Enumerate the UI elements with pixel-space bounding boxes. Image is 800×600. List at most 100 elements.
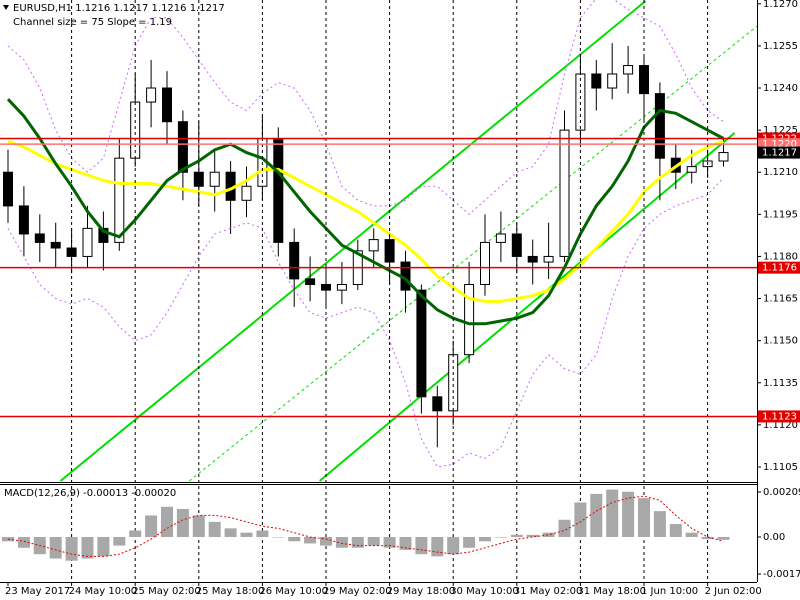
x-tick-label: 26 May 10:00 [259,586,328,597]
macd-bar [542,532,555,537]
macd-bar [192,515,205,537]
y-tick-label: 1.1240 [763,83,798,94]
candle-body [50,241,61,249]
y-tick-label: 1.1195 [763,209,798,220]
macd-bar [161,506,173,537]
candle-body [511,233,522,257]
candle-body [464,284,475,356]
y-tick-label: -0.00172 [763,569,800,580]
x-tick-label: 2 Jun 02:00 [705,586,762,597]
macd-bar [431,536,444,557]
macd-bar [208,521,221,537]
candle-body [543,255,554,263]
candle-body [654,93,665,159]
indicator-line [7,0,724,215]
candle-body [591,73,602,89]
macd-bar [224,528,237,537]
candle-body [34,233,45,243]
level-label-bg [758,410,800,423]
macd-bar [447,536,460,555]
macd-bar [129,530,142,537]
macd-bar [510,534,523,537]
indicator-line [7,177,724,468]
level-label: 1.1123 [762,411,797,422]
macd-bar [399,536,412,550]
x-tick-label: 31 May 02:00 [514,586,583,597]
x-tick-label: 29 May 18:00 [387,586,456,597]
macd-bar [367,536,380,546]
level-label: 1.1176 [762,263,797,274]
y-tick-label: 1.1270 [763,0,798,10]
candle-body [177,121,188,173]
candle-body [368,239,379,252]
level-label-bg [758,261,800,274]
macd-bar [606,489,619,537]
x-tick-label: 29 May 02:00 [323,586,392,597]
candle-body [3,171,13,207]
y-tick-label: 1.1210 [763,167,798,178]
y-tick-label: 0.00209 [763,487,800,498]
candle-body [686,166,697,173]
candle-body [209,171,220,187]
signal-line [7,495,724,557]
x-tick-label: 30 May 10:00 [450,586,519,597]
candle-body [162,87,172,123]
channel-line [318,132,736,482]
x-tick-label: 25 May 02:00 [132,586,201,597]
macd-title: MACD(12,26,9) -0.00013 -0.00020 [4,488,176,499]
chart-subtitle: Channel size = 75 Slope = 1.19 [13,17,172,28]
macd-bar [526,534,539,537]
macd-bar [558,519,571,537]
macd-bar [463,536,476,548]
macd-bar [320,536,332,546]
macd-pane [2,489,730,561]
candle-body [18,205,29,235]
x-tick-label: 25 May 18:00 [196,586,265,597]
macd-bar [351,536,364,548]
macd-bar [622,491,635,537]
macd-bar [479,536,491,542]
macd-bar [256,530,269,537]
macd-bar [113,536,126,546]
channel-line [59,0,647,482]
candle-body [114,157,125,243]
candle-body [82,227,93,257]
macd-bar [49,536,62,559]
last-price-label: 1.1217 [762,148,797,159]
macd-bar [97,536,110,557]
macd-bar [494,536,507,538]
macd-bar [304,536,317,544]
macd-bar [590,493,603,537]
macd-bar [240,532,253,537]
y-tick-label: 1.1105 [763,462,798,473]
candle-body [527,255,538,263]
macd-bar [335,536,348,548]
y-tick-label: 1.1120 [763,420,798,431]
candle-body [495,233,506,243]
macd-bar [176,508,189,537]
chart-title: EURUSD,H1 1.1216 1.1217 1.1216 1.1217 [13,3,225,14]
x-tick-label: 31 May 18:00 [577,586,646,597]
candle-body [623,65,634,75]
candle-body [336,284,347,291]
y-tick-label: 1.1255 [763,41,798,52]
last-price-bg [758,146,800,159]
macd-bar [685,532,698,537]
macd-bar [653,511,666,537]
candle-body [146,87,157,103]
candle-body [559,129,570,257]
candle-body [718,152,729,162]
candle-body [289,241,300,280]
macd-bar [17,536,30,548]
candle-body [432,396,443,412]
y-tick-label: 1.1150 [763,336,798,347]
macd-bar [383,536,396,548]
candle-body [98,227,109,243]
candle-body [480,241,490,286]
y-tick-label: 1.1180 [763,251,798,262]
macd-bar [81,536,94,559]
candle-body [607,73,618,89]
